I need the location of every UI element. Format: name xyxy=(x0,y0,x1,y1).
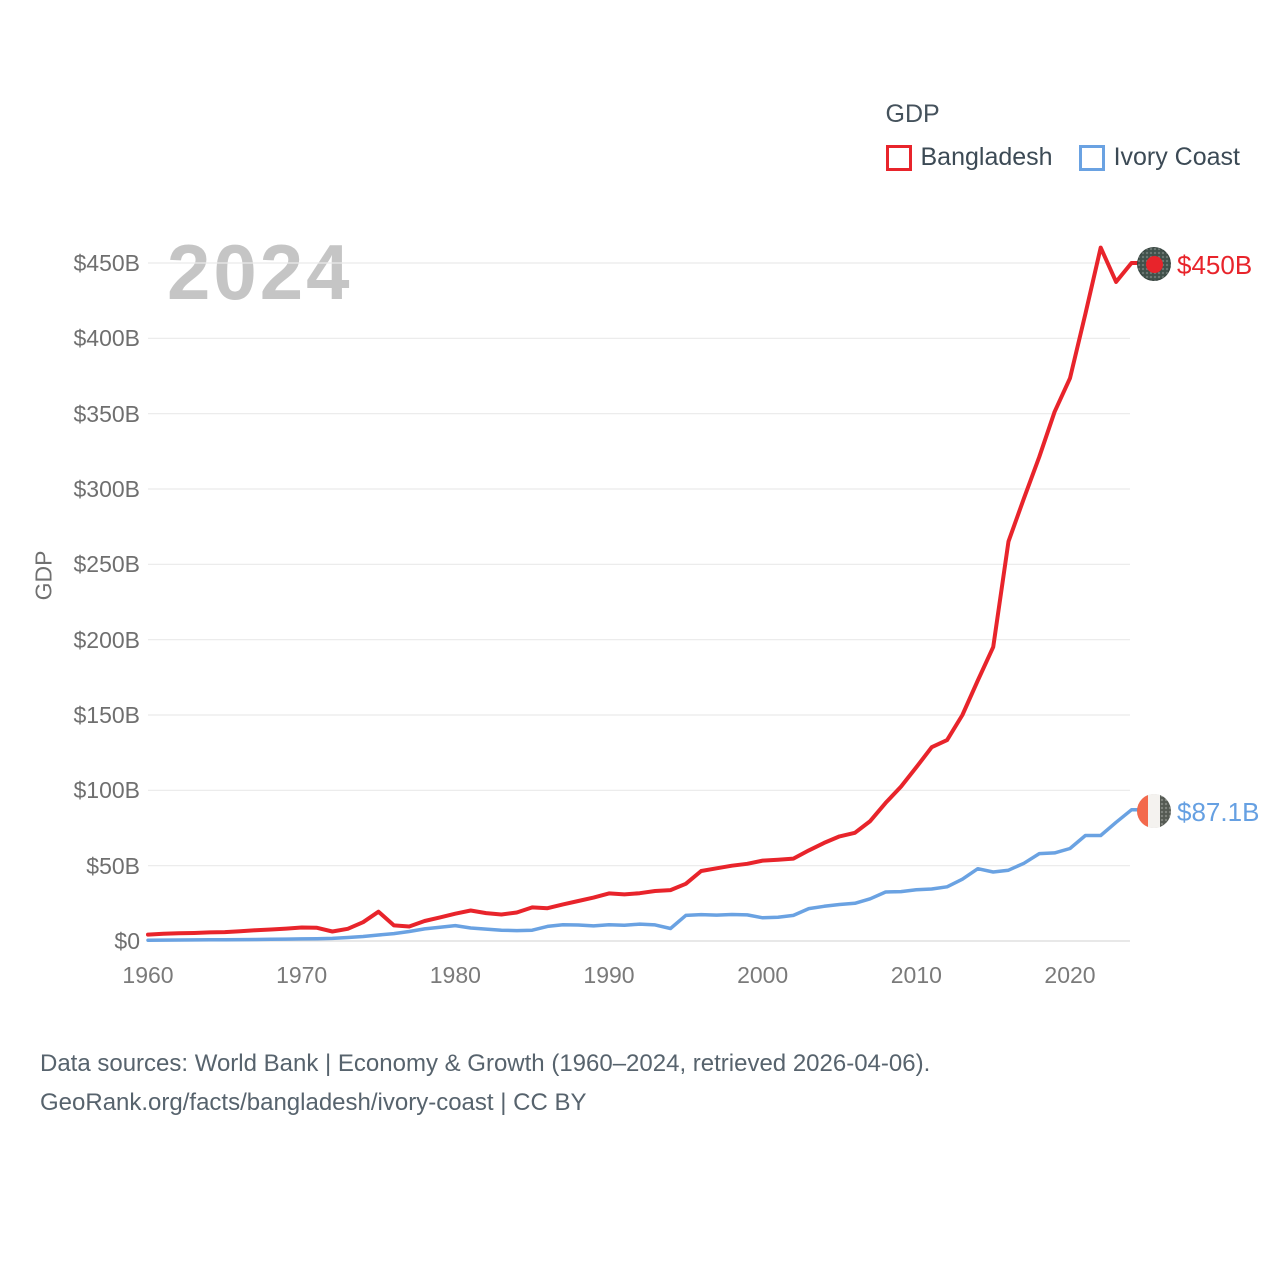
y-axis-tick-label: $250B xyxy=(73,551,140,578)
legend-item-bangladesh[interactable]: Bangladesh xyxy=(885,143,1053,172)
legend-item-label: Ivory Coast xyxy=(1113,143,1240,171)
x-axis-tick-label: 1970 xyxy=(276,962,328,988)
y-axis-tick-label: $0 xyxy=(114,928,140,954)
bangladesh-flag-dot xyxy=(1145,255,1163,273)
bangladesh-flag-icon xyxy=(1137,247,1171,281)
series-line-ivory-coast[interactable] xyxy=(146,808,1143,942)
bangladesh-end-value-label: $450B xyxy=(1177,250,1253,280)
y-axis-tick-label: $200B xyxy=(73,626,140,653)
y-axis-tick-label: $350B xyxy=(73,400,140,427)
x-axis-tick-label: 1960 xyxy=(122,962,174,988)
ivory-coast-swatch-icon xyxy=(1078,144,1105,171)
legend-item-label: Bangladesh xyxy=(920,143,1053,171)
x-axis-tick-label: 1980 xyxy=(429,962,481,988)
source-url-line: GeoRank.org/facts/bangladesh/ivory-coast… xyxy=(40,1089,587,1116)
x-axis-tick-label: 2020 xyxy=(1044,962,1096,988)
y-axis-tick-label: $450B xyxy=(73,249,140,276)
ivory-coast-end-value-label: $87.1B xyxy=(1177,797,1260,827)
legend-item-ivory-coast[interactable]: Ivory Coast xyxy=(1078,143,1240,172)
y-axis-tick-label: $100B xyxy=(73,777,140,804)
x-axis-tick-label: 1990 xyxy=(583,962,635,988)
source-attribution: Data sources: World Bank | Economy & Gro… xyxy=(40,1044,930,1122)
legend-items: Bangladesh Ivory Coast xyxy=(885,143,1240,172)
y-axis-tick-label: $300B xyxy=(73,475,140,502)
x-axis-tick-label: 2010 xyxy=(890,962,942,988)
legend-title: GDP xyxy=(885,100,940,128)
y-axis-tick-label: $50B xyxy=(86,852,140,879)
watermark-year: 2024 xyxy=(167,228,353,316)
bangladesh-swatch-icon xyxy=(885,144,912,171)
chart-lines-svg xyxy=(146,245,1143,942)
data-sources-line: Data sources: World Bank | Economy & Gro… xyxy=(40,1050,931,1077)
plot-area[interactable] xyxy=(146,230,1143,942)
legend: GDP Bangladesh Ivory Coast xyxy=(885,100,1240,172)
series-line-bangladesh[interactable] xyxy=(146,245,1143,937)
ivory-coast-flag-icon xyxy=(1137,794,1171,828)
y-axis-tick-label: $400B xyxy=(73,325,140,352)
x-axis-tick-label: 2000 xyxy=(737,962,789,988)
y-axis-tick-label: $150B xyxy=(73,701,140,728)
